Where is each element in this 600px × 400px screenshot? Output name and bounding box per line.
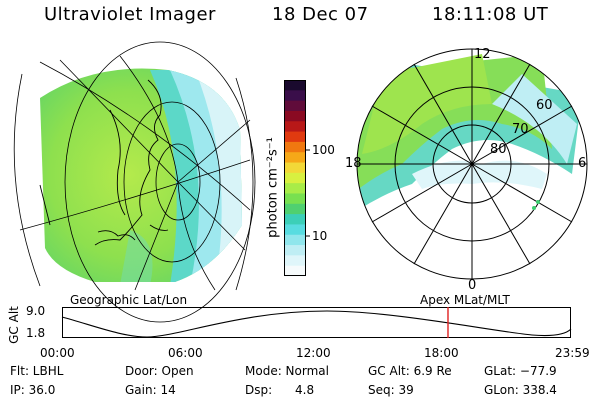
colorbar-segment (284, 80, 306, 91)
timeline-ylabel: GC Alt (7, 306, 21, 344)
timeline-xtick-0000: 00:00 (40, 346, 75, 360)
apex-caption: Apex MLat/MLT (420, 293, 510, 307)
time-label: 18:11:08 UT (432, 4, 549, 25)
glat-info: GLat: −77.9 (484, 364, 557, 378)
filter-info: Flt: LBHL (10, 364, 64, 378)
altitude-timeline (61, 307, 572, 338)
gain-info: Gain: 14 (125, 383, 176, 397)
colorbar-segment (284, 152, 306, 164)
mode-info: Mode: Normal (245, 364, 329, 378)
colorbar-segment (284, 131, 306, 143)
ip-info: IP: 36.0 (10, 383, 56, 397)
colorbar-segment (284, 265, 306, 277)
colorbar (284, 80, 310, 277)
mlat-label-60: 60 (536, 98, 553, 113)
geographic-map (13, 41, 256, 323)
colorbar-segment (284, 110, 306, 122)
colorbar-segment (284, 183, 306, 194)
timeline-xtick-1800: 18:00 (424, 346, 459, 360)
door-info: Door: Open (125, 364, 194, 378)
gc-altitude-info: GC Alt: 6.9 Re (368, 364, 452, 378)
sequence-info: Seq: 39 (368, 383, 414, 397)
colorbar-segment (284, 162, 306, 174)
geographic-caption: Geographic Lat/Lon (70, 293, 188, 307)
dsp-info: Dsp: 4.8 (245, 383, 315, 397)
timeline-ytick-top: 9.0 (26, 304, 46, 318)
colorbar-segment (284, 224, 306, 236)
mlt-label-6: 6 (578, 156, 587, 171)
instrument-title: Ultraviolet Imager (44, 4, 216, 25)
colorbar-tick-100: 100 (312, 143, 335, 157)
timeline-ytick-bottom: 1.8 (26, 326, 46, 340)
colorbar-segment (284, 141, 306, 153)
colorbar-segment (284, 214, 306, 225)
colorbar-segment (284, 203, 306, 215)
timeline-xtick-1200: 12:00 (296, 346, 331, 360)
colorbar-tick-10: 10 (312, 229, 328, 243)
colorbar-segment (284, 193, 306, 205)
colorbar-segment (284, 255, 306, 267)
colorbar-segment (284, 172, 306, 184)
mlt-label-0: 0 (468, 278, 477, 293)
mlat-label-70: 70 (512, 122, 529, 137)
colorbar-segment (284, 90, 306, 102)
colorbar-segment (284, 121, 306, 133)
colorbar-segment (284, 234, 306, 246)
colorbar-segment (284, 100, 306, 112)
timeline-xtick-2359: 23:59 (555, 346, 590, 360)
date-label: 18 Dec 07 (272, 4, 369, 25)
glon-info: GLon: 338.4 (484, 383, 557, 397)
mlat-label-80: 80 (490, 142, 507, 157)
colorbar-unit-label: photon cm⁻²s⁻¹ (265, 137, 281, 238)
colorbar-segment (284, 245, 306, 256)
mlt-label-18: 18 (345, 156, 362, 171)
timeline-xtick-0600: 06:00 (168, 346, 203, 360)
mlt-label-12: 12 (474, 47, 491, 62)
mlat-mlt-polar-plot (356, 48, 588, 280)
